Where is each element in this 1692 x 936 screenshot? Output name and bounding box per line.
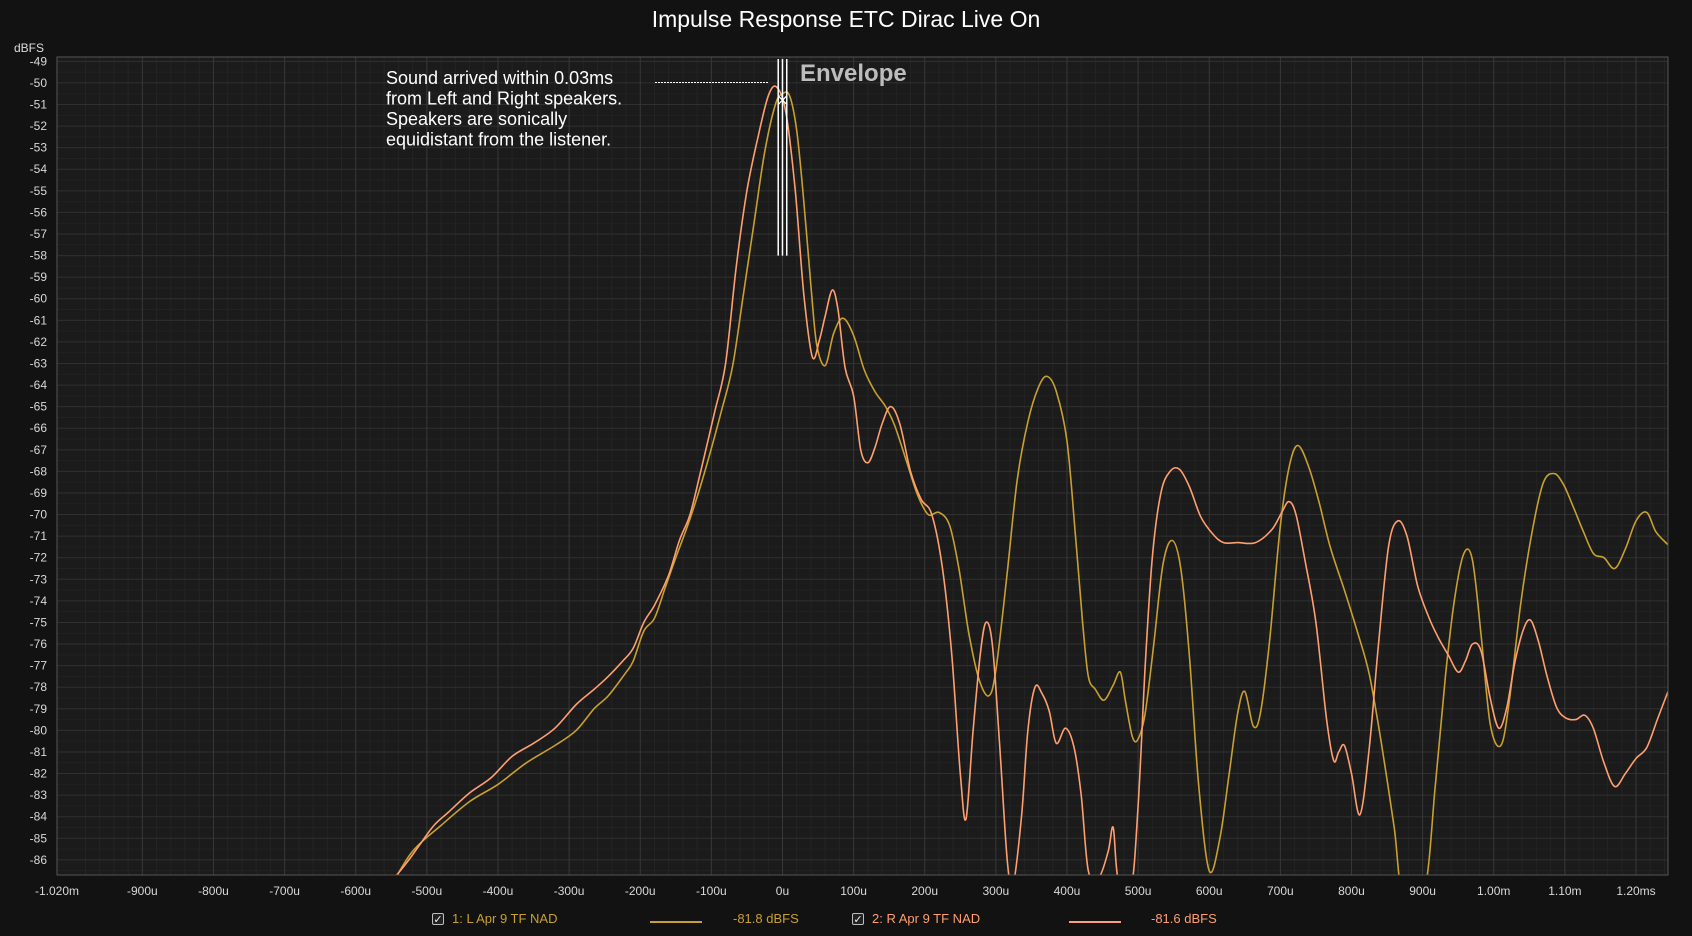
legend-item-right[interactable]: ✓ 2: R Apr 9 TF NAD <box>852 911 980 926</box>
y-tick-label: -54 <box>30 162 48 176</box>
y-tick-label: -69 <box>30 486 48 500</box>
x-tick-label: 900u <box>1409 884 1436 898</box>
legend-value-right: -81.6 dBFS <box>1151 911 1217 926</box>
y-tick-label: -70 <box>30 508 48 522</box>
plot-frame <box>56 56 1669 876</box>
y-tick-label: -68 <box>30 464 48 478</box>
x-tick-label: 500u <box>1125 884 1152 898</box>
y-tick-label: -77 <box>30 659 48 673</box>
x-tick-label: 100u <box>840 884 867 898</box>
legend: ✓ 1: L Apr 9 TF NAD -81.8 dBFS ✓ 2: R Ap… <box>0 911 1692 933</box>
y-tick-label: -80 <box>30 723 48 737</box>
x-tick-label: -700u <box>269 884 300 898</box>
x-tick-label: 1.10m <box>1548 884 1581 898</box>
series-line-left <box>396 91 1668 875</box>
x-tick-label: 400u <box>1054 884 1081 898</box>
y-tick-label: -60 <box>30 292 48 306</box>
x-tick-label: -400u <box>483 884 514 898</box>
chart-title: Impulse Response ETC Dirac Live On <box>652 6 1041 32</box>
y-tick-label: -82 <box>30 767 48 781</box>
y-tick-label: -66 <box>30 421 48 435</box>
y-tick-label: -53 <box>30 141 48 155</box>
y-tick-label: -50 <box>30 76 48 90</box>
legend-value-left: -81.8 dBFS <box>733 911 799 926</box>
y-tick-label: -83 <box>30 788 48 802</box>
left-series-checkbox[interactable]: ✓ <box>432 912 444 926</box>
y-tick-label: -72 <box>30 551 48 565</box>
y-tick-label: -81 <box>30 745 48 759</box>
x-tick-label: 0u <box>776 884 789 898</box>
y-tick-label: -79 <box>30 702 48 716</box>
x-tick-label: -100u <box>696 884 727 898</box>
y-tick-label: -63 <box>30 356 48 370</box>
y-tick-label: -52 <box>30 119 48 133</box>
cursor-marker <box>778 95 787 105</box>
x-tick-label: -800u <box>198 884 229 898</box>
legend-item-left[interactable]: ✓ 1: L Apr 9 TF NAD <box>432 911 558 926</box>
x-tick-label: 200u <box>911 884 938 898</box>
x-tick-label: 700u <box>1267 884 1294 898</box>
series-line-right <box>395 85 1668 875</box>
annotation-note-line: equidistant from the listener. <box>386 130 611 150</box>
x-tick-label: 300u <box>983 884 1010 898</box>
annotation-note-line: from Left and Right speakers. <box>386 89 622 109</box>
y-tick-label: -59 <box>30 270 48 284</box>
y-tick-label: -62 <box>30 335 48 349</box>
x-tick-label: -300u <box>554 884 585 898</box>
y-tick-label: -74 <box>30 594 48 608</box>
y-tick-label: -76 <box>30 637 48 651</box>
envelope-label: Envelope <box>800 60 907 87</box>
x-tick-label: 1.20ms <box>1616 884 1655 898</box>
legend-swatch-left <box>650 921 702 923</box>
x-tick-label: 600u <box>1196 884 1223 898</box>
y-tick-label: -71 <box>30 529 48 543</box>
right-series-checkbox[interactable]: ✓ <box>852 912 864 926</box>
y-tick-label: -58 <box>30 249 48 263</box>
y-tick-label: -51 <box>30 97 48 111</box>
y-tick-label: -49 <box>30 54 48 68</box>
legend-label-left: 1: L Apr 9 TF NAD <box>452 911 558 926</box>
y-tick-label: -84 <box>30 810 48 824</box>
y-tick-label: -73 <box>30 572 48 586</box>
y-tick-label: -61 <box>30 313 48 327</box>
annotation-note-line: Sound arrived within 0.03ms <box>386 68 613 88</box>
x-tick-label: -900u <box>127 884 158 898</box>
y-tick-label: -65 <box>30 400 48 414</box>
legend-swatch-right <box>1069 921 1121 923</box>
y-tick-label: -64 <box>30 378 48 392</box>
y-tick-label: -57 <box>30 227 48 241</box>
x-tick-label: -1.020m <box>35 884 79 898</box>
y-tick-label: -67 <box>30 443 48 457</box>
x-tick-label: 800u <box>1338 884 1365 898</box>
y-tick-label: -55 <box>30 184 48 198</box>
x-tick-label: -200u <box>625 884 656 898</box>
y-tick-label: -85 <box>30 831 48 845</box>
y-tick-label: -75 <box>30 615 48 629</box>
y-axis-label: dBFS <box>14 41 44 55</box>
y-tick-label: -56 <box>30 205 48 219</box>
y-tick-label: -78 <box>30 680 48 694</box>
x-tick-label: -600u <box>340 884 371 898</box>
y-tick-label: -86 <box>30 853 48 867</box>
x-tick-label: 1.00m <box>1477 884 1510 898</box>
legend-label-right: 2: R Apr 9 TF NAD <box>872 911 981 926</box>
x-tick-label: -500u <box>412 884 443 898</box>
annotation-note-line: Speakers are sonically <box>386 109 567 129</box>
